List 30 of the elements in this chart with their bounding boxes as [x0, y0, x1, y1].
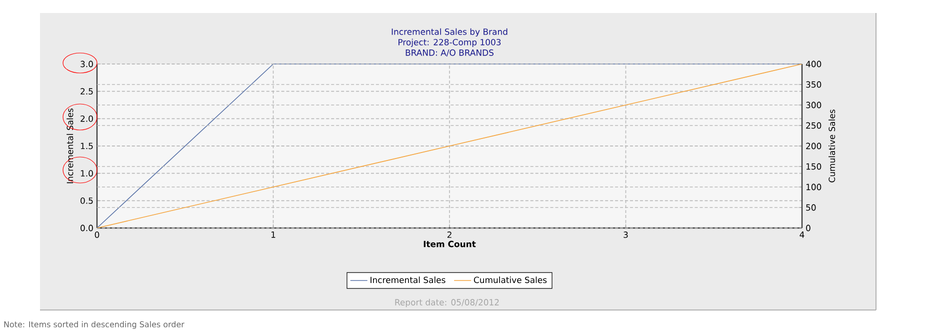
chart-title: Incremental Sales by Brand [392, 28, 508, 37]
x-tick-label: 1 [271, 232, 276, 238]
text: BRAND: A/O BRANDS [406, 49, 494, 56]
y2-tick-label: 400 [806, 60, 822, 68]
legend-label: Incremental Sales [370, 276, 446, 284]
chart-subtitle: Project: 228-Comp 1003 [398, 38, 501, 48]
y-tick-label: 2.5 [80, 88, 93, 95]
y2-axis-title: Cumulative Sales [828, 110, 836, 182]
y2-tick-label: 200 [806, 142, 822, 150]
y-tick-label: 1.5 [80, 142, 93, 150]
x-tick-label: 2 [447, 232, 452, 238]
y-tick-label: 1.0 [80, 170, 93, 177]
y-tick-label: 0.5 [80, 197, 93, 204]
y-tick-label: 0.0 [80, 224, 93, 232]
x-tick-label: 3 [624, 232, 628, 238]
x-axis-title: Item Count [424, 240, 476, 248]
y2-tick-label: 0 [806, 224, 810, 232]
y2-tick-label: 350 [806, 81, 822, 88]
x-tick-label: 0 [94, 232, 100, 238]
y-tick-label: 3.0 [80, 60, 93, 68]
y2-tick-label: 100 [806, 184, 822, 190]
text: Report date: 05/08/2012 [395, 298, 499, 308]
y2-tick-label: 150 [806, 163, 822, 170]
y2-tick-label: 50 [806, 204, 816, 211]
y2-tick-label: 300 [806, 102, 822, 108]
legend-label: Cumulative Sales [474, 276, 547, 284]
y2-tick-label: 250 [806, 122, 822, 129]
y-axis-title: Incremental Sales [66, 108, 74, 184]
y-tick-label: 2.0 [80, 115, 93, 122]
x-tick-label: 4 [800, 232, 804, 238]
